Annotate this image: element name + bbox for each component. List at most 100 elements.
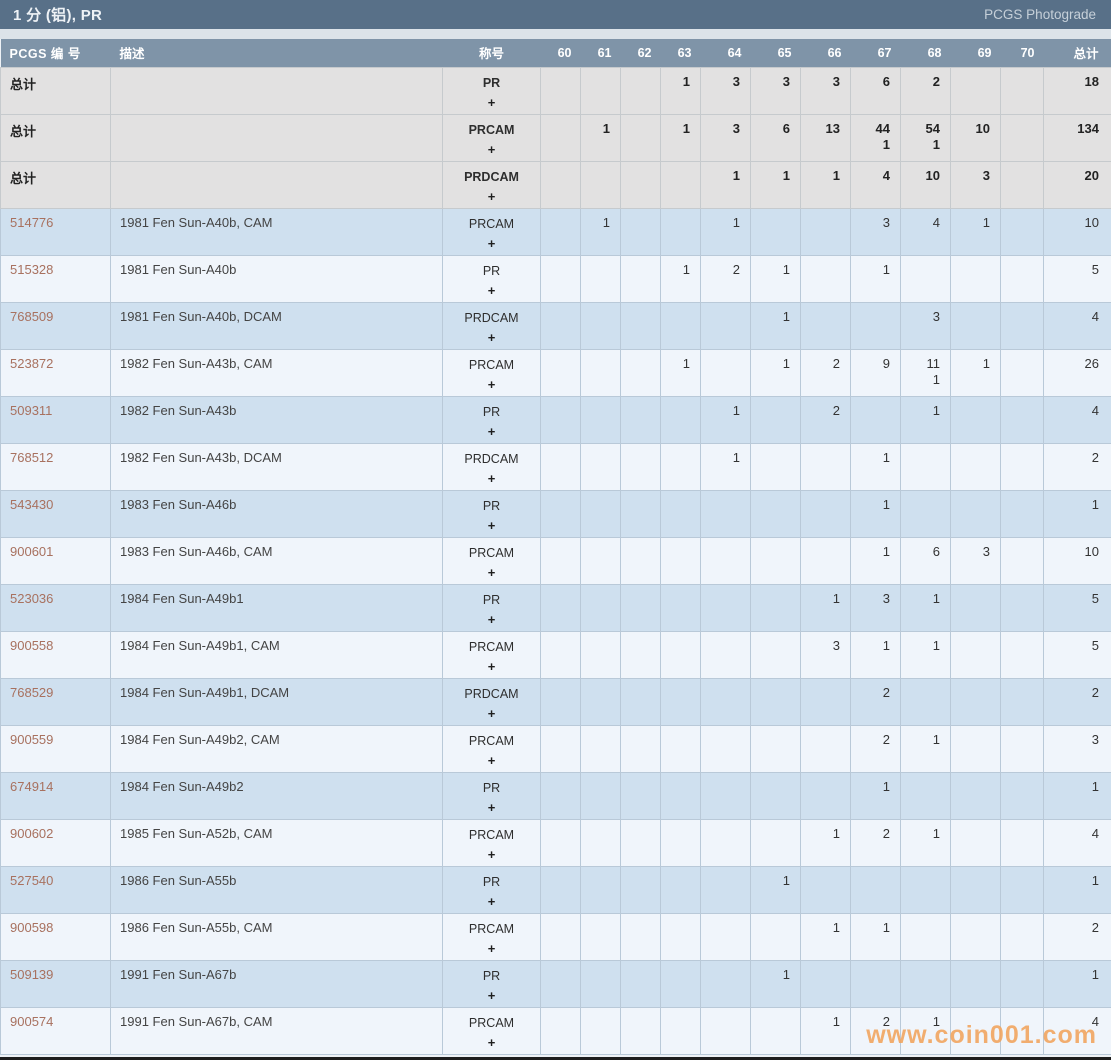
grade-68-cell: [900, 442, 951, 491]
pcgs-number-link[interactable]: 543430: [10, 496, 54, 512]
pcgs-number-link[interactable]: 515328: [10, 261, 54, 277]
grade-67-cell: 3: [850, 207, 901, 256]
pcgs-number-link[interactable]: 900574: [10, 1013, 54, 1029]
grade-63-cell: [660, 160, 701, 209]
designation-label: PRCAM: [468, 733, 515, 748]
grade-65-cell: 6: [750, 113, 801, 162]
pcgs-number-link[interactable]: 768512: [10, 449, 54, 465]
grade-66-cell: 1: [800, 160, 851, 209]
grade-67-cell: 1: [850, 254, 901, 303]
pcgs-number-link[interactable]: 900601: [10, 543, 54, 559]
table-row: 515328 1981 Fen Sun-A40b PR +1 2 1 1 5: [0, 254, 1111, 303]
pcgs-number-link[interactable]: 768509: [10, 308, 54, 324]
grade-63-cell: [660, 818, 701, 867]
table-row: 总计 PRDCAM +1 1 1 4 10 3 20: [0, 160, 1111, 209]
grade-70-cell: [1000, 489, 1044, 538]
column-header-grade-61: 61: [580, 39, 621, 67]
grade-70-cell: [1000, 395, 1044, 444]
grade-62-cell: [620, 677, 661, 726]
pcgs-number-link[interactable]: 900602: [10, 825, 54, 841]
pcgs-number-link[interactable]: 900558: [10, 637, 54, 653]
description-cell: 1981 Fen Sun-A40b, CAM: [110, 207, 443, 256]
table-row: 674914 1984 Fen Sun-A49b2 PR +1 1: [0, 771, 1111, 820]
total-cell: 1: [1043, 865, 1111, 914]
grade-66-cell: [800, 536, 851, 585]
grade-68-cell: 1: [900, 818, 951, 867]
grade-61-cell: [580, 301, 621, 350]
pcgs-number-cell: 900601: [0, 536, 111, 585]
designation-cell: PR +: [442, 489, 541, 538]
grade-65-cell: [750, 442, 801, 491]
grade-65-cell: [750, 677, 801, 726]
grade-62-cell: [620, 489, 661, 538]
designation-label: PR: [482, 592, 501, 607]
grade-67-cell: [850, 865, 901, 914]
grade-61-cell: 1: [580, 113, 621, 162]
grade-60-cell: [540, 912, 581, 961]
designation-cell: PR +: [442, 771, 541, 820]
grade-60-cell: [540, 630, 581, 679]
designation-cell: PRDCAM +: [442, 301, 541, 350]
grade-63-cell: 1: [660, 113, 701, 162]
pcgs-number-link[interactable]: 527540: [10, 872, 54, 888]
grade-67-cell: 1: [850, 771, 901, 820]
grade-65-cell: 3: [750, 66, 801, 115]
pcgs-number-cell: 523036: [0, 583, 111, 632]
pcgs-number-link[interactable]: 768529: [10, 684, 54, 700]
grade-68-cell: 1: [900, 1006, 951, 1055]
grade-69-cell: [950, 677, 1001, 726]
plus-indicator: +: [487, 611, 496, 627]
grade-60-cell: [540, 442, 581, 491]
pcgs-number-link[interactable]: 509311: [10, 402, 53, 418]
grade-67-cell: 2: [850, 724, 901, 773]
pcgs-number-link[interactable]: 523036: [10, 590, 54, 606]
grade-63-cell: [660, 1006, 701, 1055]
table-row: 509139 1991 Fen Sun-A67b PR +1 1: [0, 959, 1111, 1008]
grade-65-cell: 1: [750, 348, 801, 397]
grade-68-cell: 1: [900, 724, 951, 773]
grade-69-cell: 1: [950, 348, 1001, 397]
plus-indicator: +: [487, 1034, 496, 1050]
designation-label: PR: [482, 263, 501, 278]
grade-61-cell: [580, 536, 621, 585]
table-row: 900601 1983 Fen Sun-A46b, CAM PRCAM +1 6 3 10: [0, 536, 1111, 585]
grade-70-cell: [1000, 207, 1044, 256]
plus-indicator: +: [487, 470, 496, 486]
pcgs-number-link[interactable]: 509139: [10, 966, 54, 982]
grade-60-cell: [540, 207, 581, 256]
grade-62-cell: [620, 207, 661, 256]
pcgs-number-link[interactable]: 523872: [10, 355, 54, 371]
pcgs-number-cell: 900574: [0, 1006, 111, 1055]
pcgs-number-link[interactable]: 900598: [10, 919, 54, 935]
grade-69-cell: [950, 442, 1001, 491]
pcgs-number-cell: 768529: [0, 677, 111, 726]
grade-68-cell: 54 1: [900, 113, 951, 162]
pcgs-number-link[interactable]: 900559: [10, 731, 54, 747]
grade-61-cell: [580, 677, 621, 726]
grade-69-cell: [950, 489, 1001, 538]
grade-68-cell: 1: [900, 395, 951, 444]
grade-68-cell: [900, 865, 951, 914]
pcgs-photograde-link[interactable]: PCGS Photograde: [984, 7, 1096, 22]
grade-62-cell: [620, 395, 661, 444]
grade-70-cell: [1000, 348, 1044, 397]
grade-62-cell: [620, 912, 661, 961]
grade-69-cell: [950, 395, 1001, 444]
designation-label: PRCAM: [468, 639, 515, 654]
grade-69-cell: [950, 301, 1001, 350]
grade-65-cell: [750, 1006, 801, 1055]
grade-61-cell: [580, 254, 621, 303]
pcgs-number-cell: 509139: [0, 959, 111, 1008]
pcgs-number-link[interactable]: 674914: [10, 778, 54, 794]
designation-cell: PRCAM +: [442, 113, 541, 162]
grade-69-cell: [950, 1006, 1001, 1055]
description-cell: 1984 Fen Sun-A49b1, DCAM: [110, 677, 443, 726]
description-cell: 1984 Fen Sun-A49b1, CAM: [110, 630, 443, 679]
grade-63-cell: [660, 207, 701, 256]
description-cell: 1982 Fen Sun-A43b, DCAM: [110, 442, 443, 491]
pcgs-number-link[interactable]: 514776: [10, 214, 54, 230]
grade-61-cell: [580, 865, 621, 914]
total-cell: 1: [1043, 771, 1111, 820]
total-cell: 20: [1043, 160, 1111, 209]
